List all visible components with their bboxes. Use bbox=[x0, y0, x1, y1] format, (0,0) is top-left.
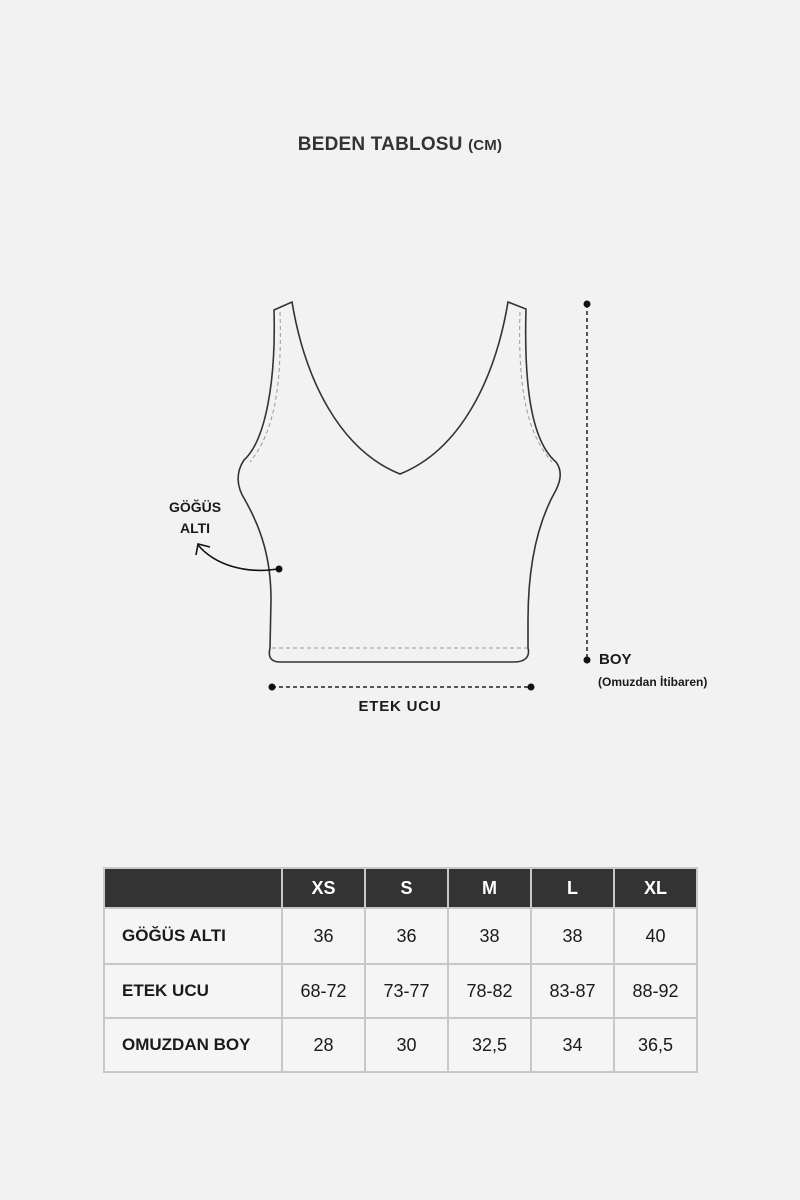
table-row: ETEK UCU 68-72 73-77 78-82 83-87 88-92 bbox=[103, 963, 698, 1019]
crop-top-outline bbox=[237, 300, 561, 663]
table-cell: 38 bbox=[530, 907, 615, 965]
header-cell-s: S bbox=[364, 867, 449, 909]
gogus-label-line1: GÖĞÜS bbox=[168, 499, 222, 515]
table-cell: 88-92 bbox=[613, 963, 698, 1019]
gogus-arrow-icon bbox=[195, 543, 283, 573]
boy-measure-line bbox=[583, 300, 591, 664]
table-cell: 83-87 bbox=[530, 963, 615, 1019]
row-label: GÖĞÜS ALTI bbox=[103, 907, 283, 965]
gogus-label-line2: ALTI bbox=[179, 520, 211, 536]
title-unit: (CM) bbox=[468, 137, 503, 154]
table-cell: 38 bbox=[447, 907, 532, 965]
boy-label: BOY bbox=[599, 651, 632, 668]
table-cell: 28 bbox=[281, 1017, 366, 1073]
table-cell: 30 bbox=[364, 1017, 449, 1073]
table-cell: 34 bbox=[530, 1017, 615, 1073]
title-main: BEDEN TABLOSU bbox=[297, 134, 463, 155]
header-cell-empty bbox=[103, 867, 283, 909]
header-cell-l: L bbox=[530, 867, 615, 909]
header-cell-m: M bbox=[447, 867, 532, 909]
table-cell: 78-82 bbox=[447, 963, 532, 1019]
boy-sublabel: (Omuzdan İtibaren) bbox=[598, 675, 708, 689]
table-cell: 40 bbox=[613, 907, 698, 965]
header-cell-xs: XS bbox=[281, 867, 366, 909]
table-header-row: XS S M L XL bbox=[103, 867, 698, 909]
size-table: XS S M L XL GÖĞÜS ALTI 36 36 38 38 40 ET… bbox=[103, 867, 698, 1073]
header-cell-xl: XL bbox=[613, 867, 698, 909]
stitch-lines bbox=[249, 311, 553, 649]
etek-ucu-label: ETEK UCU bbox=[358, 698, 442, 715]
etek-measure-line bbox=[268, 683, 535, 691]
table-row: OMUZDAN BOY 28 30 32,5 34 36,5 bbox=[103, 1017, 698, 1073]
table-cell: 36,5 bbox=[613, 1017, 698, 1073]
garment-diagram bbox=[195, 300, 591, 691]
table-cell: 73-77 bbox=[364, 963, 449, 1019]
table-cell: 36 bbox=[281, 907, 366, 965]
row-label: ETEK UCU bbox=[103, 963, 283, 1019]
page-title: BEDEN TABLOSU (CM) bbox=[0, 134, 800, 156]
table-cell: 36 bbox=[364, 907, 449, 965]
table-cell: 68-72 bbox=[281, 963, 366, 1019]
table-cell: 32,5 bbox=[447, 1017, 532, 1073]
gogus-alti-label: GÖĞÜS ALTI bbox=[150, 497, 240, 539]
table-row: GÖĞÜS ALTI 36 36 38 38 40 bbox=[103, 907, 698, 965]
row-label: OMUZDAN BOY bbox=[103, 1017, 283, 1073]
